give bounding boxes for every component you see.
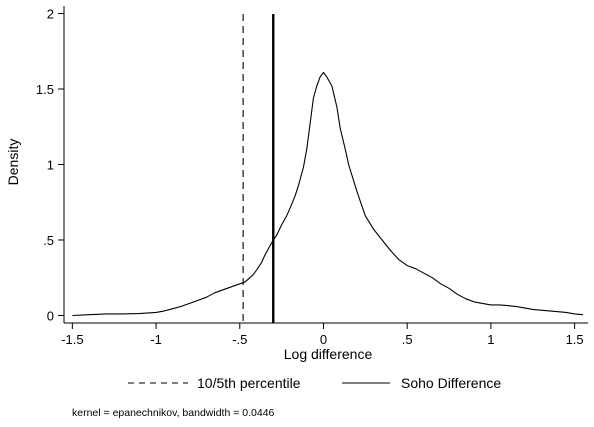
y-tick-label: 1 (47, 158, 54, 173)
kernel-note: kernel = epanechnikov, bandwidth = 0.044… (72, 407, 275, 419)
y-tick-label: 1.5 (36, 82, 54, 97)
y-axis-title: Density (5, 139, 21, 186)
legend: 10/5th percentile Soho Difference (128, 375, 501, 391)
x-tick-label: -.5 (232, 332, 247, 347)
plot-area (72, 14, 584, 323)
y-tick-label: 0 (47, 308, 54, 323)
x-tick-label: .5 (402, 332, 413, 347)
legend-label-percentile: 10/5th percentile (197, 375, 301, 391)
x-tick-label: -1 (150, 332, 162, 347)
x-tick-label: 0 (320, 332, 327, 347)
density-curve-series (72, 71, 584, 317)
x-tick-label: 1 (487, 332, 494, 347)
legend-label-soho-difference: Soho Difference (401, 375, 501, 391)
x-tick-label: -1.5 (61, 332, 83, 347)
y-tick-label: .5 (43, 233, 54, 248)
x-tick-label: 1.5 (566, 332, 584, 347)
y-tick-label: 2 (47, 7, 54, 22)
y-axis: 0 .5 1 1.5 2 (36, 6, 65, 323)
x-axis-title: Log difference (284, 346, 373, 362)
x-axis: -1.5 -1 -.5 0 .5 1 1.5 (61, 322, 588, 347)
